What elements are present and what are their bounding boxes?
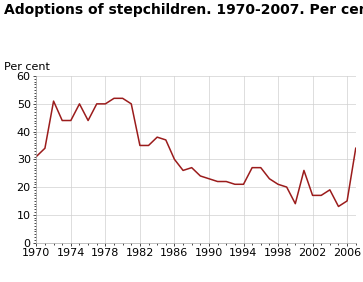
Text: Per cent: Per cent [4,62,49,72]
Text: Adoptions of stepchildren. 1970-2007. Per cent: Adoptions of stepchildren. 1970-2007. Pe… [4,3,363,17]
